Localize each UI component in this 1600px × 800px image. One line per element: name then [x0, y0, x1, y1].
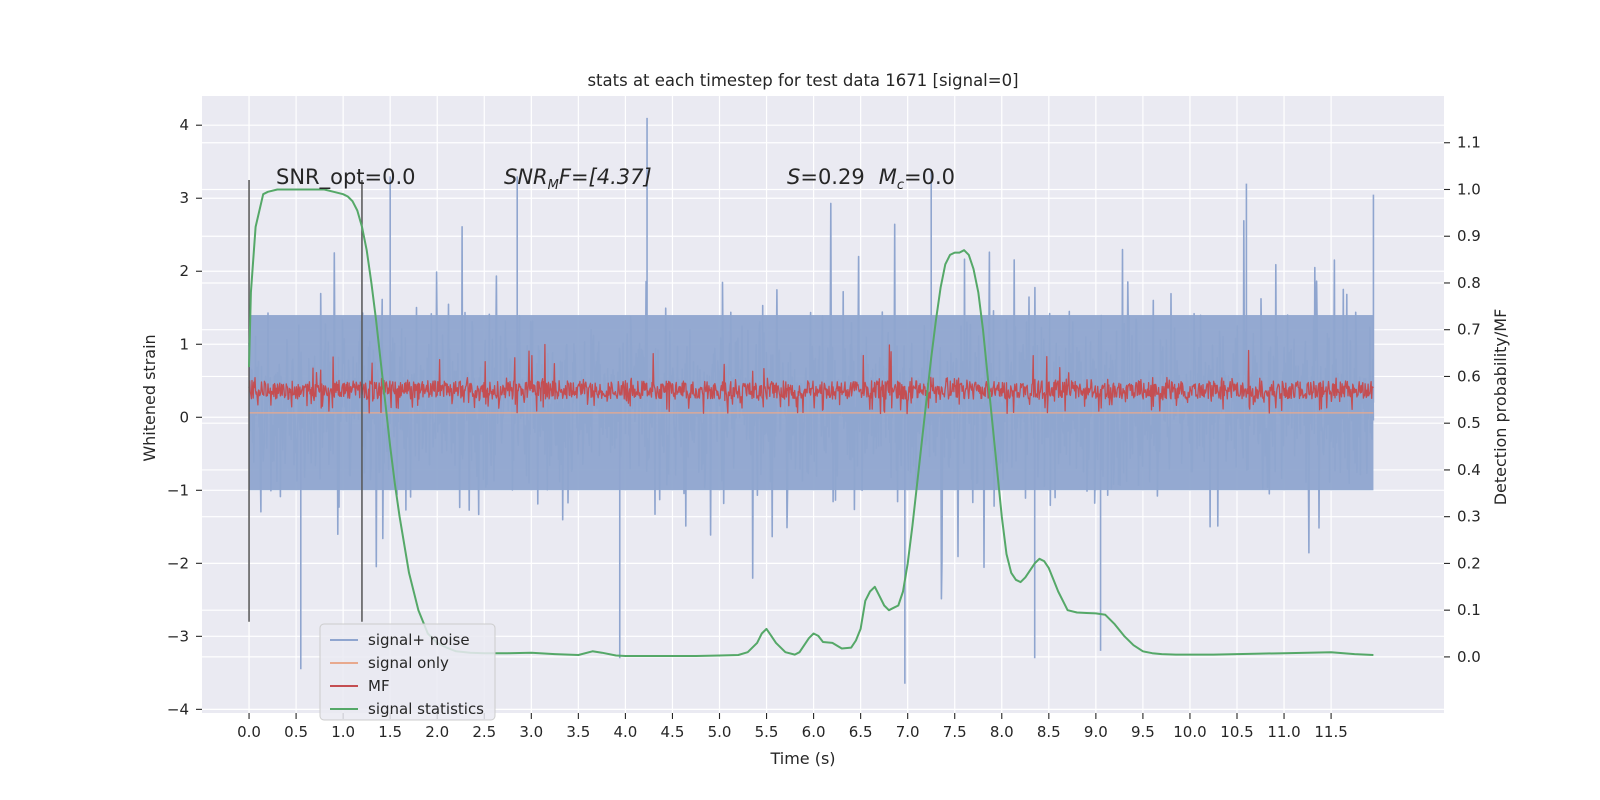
y-tick-label: 1	[179, 335, 189, 353]
y-tick-label: −4	[167, 700, 189, 718]
x-tick-label: 4.5	[661, 723, 685, 741]
mf-trace	[248, 343, 1374, 415]
axes: 0.0 0.5 1.0 1.5 2.0 2.5 3.0 3.5 4.0 4.5 5.0 5.5 6.0 6…	[167, 116, 1481, 741]
x-tick-label: 10.0	[1173, 723, 1206, 741]
y2-tick-label: 1.1	[1457, 134, 1481, 152]
legend-label: signal+ noise	[368, 631, 470, 649]
x-tick-label: 9.5	[1131, 723, 1155, 741]
plot-series	[248, 117, 1375, 684]
x-tick-label: 3.5	[566, 723, 590, 741]
mc-subscript: c	[897, 178, 904, 193]
x-tick-label: 5.5	[755, 723, 779, 741]
y2-tick-label: 0.9	[1457, 227, 1481, 245]
legend: signal+ noise signal only MF signal statist…	[319, 623, 496, 721]
x-tick-label: 2.5	[472, 723, 496, 741]
x-tick-label: 11.5	[1314, 723, 1347, 741]
x-tick-label: 7.0	[896, 723, 920, 741]
x-tick-label: 10.5	[1220, 723, 1253, 741]
snr-mf-base: SNR	[504, 165, 548, 189]
y2-tick-label: 0.3	[1457, 508, 1481, 526]
s-label: S	[787, 165, 800, 189]
y2-tick-label: 0.0	[1457, 648, 1481, 666]
legend-label: MF	[368, 677, 390, 695]
y2-tick-label: 1.0	[1457, 180, 1481, 198]
snr-opt-annotation: SNR_opt=0.0	[276, 165, 416, 190]
s-value: =0.29	[800, 165, 864, 189]
y-tick-label: 3	[179, 189, 189, 207]
x-tick-label: 1.0	[331, 723, 355, 741]
x-tick-label: 8.0	[990, 723, 1014, 741]
y-tick-label: −1	[167, 481, 189, 499]
y-tick-label: −2	[167, 554, 189, 572]
x-tick-label: 0.0	[237, 723, 261, 741]
y-tick-label: 2	[179, 262, 189, 280]
y2-tick-label: 0.4	[1457, 461, 1481, 479]
x-tick-label: 0.5	[284, 723, 308, 741]
x-tick-label: 5.0	[708, 723, 732, 741]
x-tick-label: 11.0	[1267, 723, 1300, 741]
x-tick-label: 7.5	[943, 723, 967, 741]
y2-axis-title: Detection probability/MF	[1491, 309, 1510, 506]
x-tick-label: 9.0	[1084, 723, 1108, 741]
signal-statistics-trace	[248, 188, 1374, 657]
y-tick-label: −3	[167, 627, 189, 645]
y2-tick-label: 0.5	[1457, 414, 1481, 432]
legend-label: signal statistics	[368, 700, 484, 718]
chart-title: stats at each timestep for test data 167…	[587, 71, 1018, 90]
mc-base: M	[879, 165, 897, 189]
y2-tick-label: 0.7	[1457, 321, 1481, 339]
x-tick-label: 6.5	[849, 723, 873, 741]
y-tick-label: 4	[179, 116, 189, 134]
y-axis-title: Whitened strain	[140, 334, 159, 461]
x-tick-label: 8.5	[1037, 723, 1061, 741]
x-tick-label: 4.0	[613, 723, 637, 741]
y2-tick-label: 0.6	[1457, 367, 1481, 385]
mc-value: =0.0	[904, 165, 955, 189]
x-tick-label: 2.0	[425, 723, 449, 741]
y2-tick-label: 0.8	[1457, 274, 1481, 292]
y2-tick-label: 0.1	[1457, 601, 1481, 619]
snr-mf-rest: F=[4.37]	[559, 165, 652, 189]
snr-mf-subscript: M	[548, 178, 559, 193]
signal-noise-band	[249, 315, 1374, 491]
y2-tick-label: 0.2	[1457, 554, 1481, 572]
x-axis-title: Time (s)	[769, 749, 835, 768]
snr-mf-annotation: SNRMF=[4.37]	[504, 165, 652, 193]
legend-box	[319, 623, 496, 721]
x-tick-label: 3.0	[519, 723, 543, 741]
y-tick-label: 0	[179, 408, 189, 426]
s-mc-annotation: S=0.29 Mc=0.0	[787, 165, 955, 193]
x-tick-label: 1.5	[378, 723, 402, 741]
plot-clip-group	[248, 117, 1375, 684]
legend-label: signal only	[368, 654, 449, 672]
x-tick-label: 6.0	[802, 723, 826, 741]
